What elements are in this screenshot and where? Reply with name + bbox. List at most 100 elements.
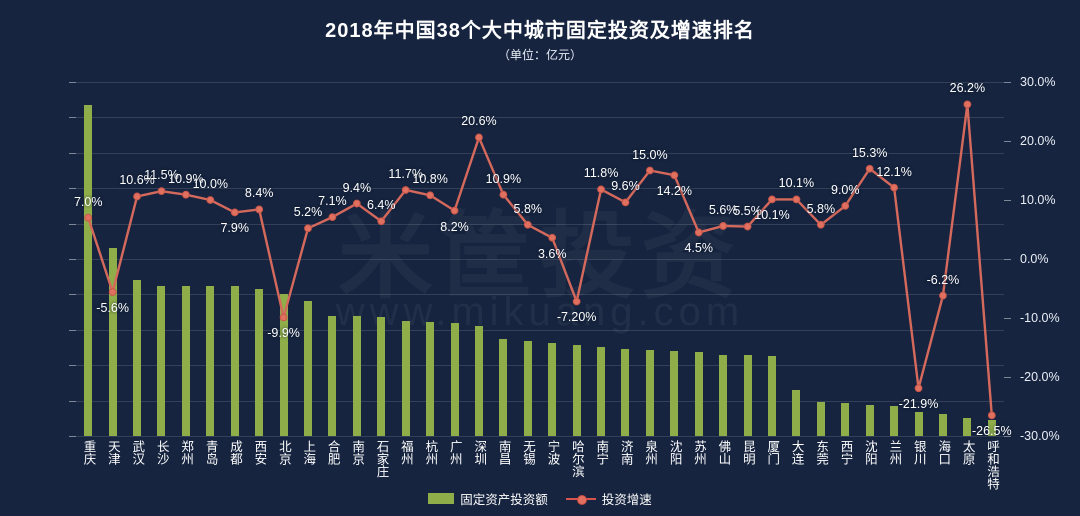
line-point[interactable] — [548, 233, 557, 242]
y-axis-left-tick — [69, 82, 76, 83]
line-value-label: 11.5% — [144, 168, 179, 183]
line-point[interactable] — [939, 291, 947, 300]
line-point[interactable] — [792, 195, 801, 204]
bar[interactable] — [914, 412, 923, 436]
y-axis-left-tick — [69, 329, 76, 331]
line-value-label: 12.1% — [876, 164, 912, 179]
x-axis-label: 昆明 — [740, 440, 755, 465]
bar[interactable] — [816, 402, 825, 436]
line-point[interactable] — [694, 228, 703, 237]
line-point[interactable] — [328, 213, 337, 222]
bar[interactable] — [694, 351, 703, 436]
bar[interactable] — [304, 301, 312, 436]
line-point[interactable] — [108, 288, 117, 296]
x-axis-label: 苏州 — [691, 440, 706, 465]
line-value-label: 9.4% — [342, 180, 372, 195]
line-value-label: -9.9% — [267, 326, 300, 341]
bar[interactable] — [743, 355, 752, 436]
y-axis-right-tick — [1004, 82, 1011, 83]
line-point[interactable] — [181, 190, 190, 199]
bar[interactable] — [84, 105, 93, 436]
bar[interactable] — [987, 420, 996, 436]
line-point[interactable] — [572, 297, 581, 306]
gridline — [76, 188, 1004, 190]
line-point[interactable] — [279, 313, 288, 322]
bar[interactable] — [377, 316, 386, 436]
line-point[interactable] — [499, 190, 508, 199]
line-point[interactable] — [206, 196, 215, 204]
line-point[interactable] — [841, 202, 850, 210]
bar[interactable] — [328, 315, 337, 436]
legend-label-line: 投资增速 — [601, 493, 652, 507]
line-point[interactable] — [523, 220, 532, 229]
x-axis-label: 福州 — [398, 440, 413, 465]
line-point[interactable] — [426, 191, 435, 200]
line-point[interactable] — [719, 222, 728, 230]
bar[interactable] — [548, 343, 557, 436]
y-axis-left-tick — [69, 365, 76, 367]
bar[interactable] — [401, 320, 410, 436]
bar[interactable] — [133, 280, 142, 436]
bar[interactable] — [597, 346, 606, 436]
bar[interactable] — [572, 344, 581, 436]
bar[interactable] — [206, 286, 215, 436]
y-axis-right-tick — [1004, 377, 1011, 378]
line-point[interactable] — [865, 164, 874, 173]
bar[interactable] — [792, 389, 801, 436]
bar[interactable] — [841, 403, 850, 436]
bar[interactable] — [474, 326, 483, 436]
line-point[interactable] — [377, 217, 386, 226]
bar[interactable] — [426, 321, 435, 436]
bar[interactable] — [255, 289, 264, 436]
line-point[interactable] — [743, 222, 752, 231]
bar[interactable] — [523, 341, 532, 436]
line-point[interactable] — [255, 205, 264, 214]
x-axis-label: 南昌 — [496, 440, 511, 465]
line-point[interactable] — [84, 213, 93, 222]
line-point[interactable] — [133, 192, 141, 201]
bar[interactable] — [181, 286, 190, 436]
legend-item-bar[interactable]: 固定资产投资额 — [428, 489, 548, 508]
y-axis-right-tick — [1004, 141, 1011, 142]
bar[interactable] — [865, 405, 874, 436]
line-point[interactable] — [987, 411, 996, 420]
bar[interactable] — [108, 248, 117, 436]
bar[interactable] — [621, 349, 630, 436]
bar[interactable] — [230, 286, 239, 436]
line-point[interactable] — [621, 198, 630, 207]
bar[interactable] — [719, 354, 728, 436]
bar[interactable] — [890, 405, 899, 436]
line-point[interactable] — [450, 206, 459, 215]
x-axis-label: 银川 — [911, 440, 926, 465]
bar[interactable] — [499, 338, 508, 436]
x-axis-label: 大连 — [789, 440, 804, 465]
line-point[interactable] — [816, 220, 825, 229]
bar[interactable] — [963, 418, 972, 436]
line-point[interactable] — [230, 208, 239, 217]
x-axis-label: 武汉 — [130, 440, 145, 465]
line-point[interactable] — [890, 183, 899, 192]
line-value-label: 10.8% — [412, 172, 448, 187]
line-point[interactable] — [157, 187, 166, 196]
bar[interactable] — [352, 315, 361, 436]
line-point[interactable] — [352, 199, 361, 208]
bar[interactable] — [157, 285, 166, 436]
line-point[interactable] — [475, 133, 483, 142]
bar[interactable] — [768, 356, 776, 436]
line-point[interactable] — [670, 171, 679, 180]
line-point[interactable] — [304, 224, 312, 233]
bar[interactable] — [279, 294, 288, 436]
line-point[interactable] — [401, 186, 410, 194]
line-point[interactable] — [963, 100, 972, 109]
line-point[interactable] — [768, 195, 776, 204]
line-point[interactable] — [645, 166, 654, 175]
bar[interactable] — [450, 322, 459, 436]
bar[interactable] — [645, 350, 654, 436]
legend-item-line[interactable]: 投资增速 — [565, 489, 652, 508]
line-point[interactable] — [597, 185, 605, 194]
line-point[interactable] — [914, 384, 923, 393]
y-axis-left-tick — [69, 436, 76, 437]
bar[interactable] — [670, 351, 679, 436]
line-value-label: 10.1% — [754, 208, 790, 223]
bar[interactable] — [938, 413, 947, 436]
